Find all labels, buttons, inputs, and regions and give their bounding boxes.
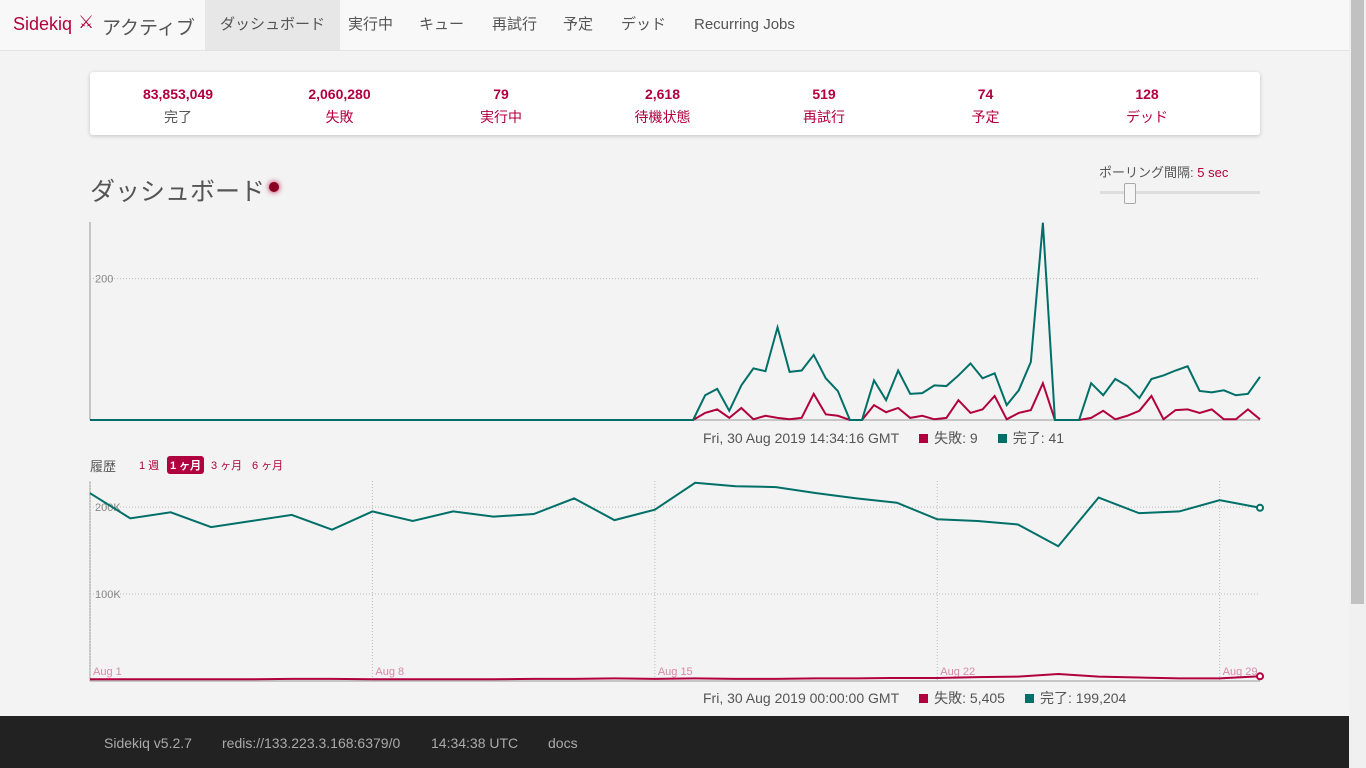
stat-label: 再試行 (803, 109, 845, 125)
x-tick-label: Aug 8 (375, 666, 404, 678)
hover-time: Fri, 30 Aug 2019 00:00:00 GMT (703, 690, 900, 706)
x-tick-label: Aug 1 (93, 666, 122, 678)
footer: Sidekiq v5.2.7 redis://133.223.3.168:6379… (0, 716, 1349, 768)
y-tick-label: 200 (95, 274, 113, 286)
stat-value: 2,060,280 (308, 86, 371, 102)
stat-value: 2,618 (644, 86, 681, 102)
legend-item: 完了: 199,204 (1039, 690, 1127, 706)
stat-value: 83,853,049 (142, 86, 214, 102)
y-tick-label: 100K (95, 589, 121, 601)
history-legend: Fri, 30 Aug 2019 00:00:00 GMT 失敗: 5,405 完了… (703, 688, 1126, 708)
x-tick-label: Aug 15 (658, 666, 693, 678)
legend-swatch (1024, 694, 1034, 703)
slider-knob[interactable] (1124, 183, 1136, 204)
hover-marker (1256, 672, 1264, 681)
stat[interactable]: 128 デッド (1067, 86, 1227, 127)
stat-label: デッド (1126, 109, 1168, 125)
range-button[interactable]: 1 週 (139, 460, 160, 472)
logo-icon: ⚔ (78, 12, 95, 32)
footer-item: Sidekiq v5.2.7 (104, 735, 192, 751)
series-line (89, 481, 1261, 548)
stat-value: 128 (1135, 86, 1159, 102)
x-tick-label: Aug 29 (1223, 666, 1258, 678)
series-line (90, 222, 1261, 421)
status: アクティブ (102, 18, 195, 39)
stat-value: 79 (493, 86, 509, 102)
brand[interactable]: Sidekiq (13, 14, 73, 34)
range-button[interactable]: 6 ヶ月 (252, 460, 284, 472)
series-line (90, 673, 1261, 681)
nav-item[interactable]: 実行中 (348, 16, 394, 33)
poll-value: 5 sec (1197, 165, 1229, 180)
charts: 200 100K 200K Aug 1 Aug 8 Aug 15 Aug 22 Aug 29 (89, 222, 1264, 682)
stat[interactable]: 2,060,280 失敗 (260, 86, 420, 127)
stat[interactable]: 79 実行中 (421, 86, 581, 127)
stat-label: 完了 (164, 109, 192, 125)
stat-label: 実行中 (480, 109, 522, 125)
legend-swatch (919, 694, 929, 703)
legend-swatch (919, 434, 929, 443)
range-button[interactable]: 3 ヶ月 (211, 460, 243, 472)
stat-label: 失敗 (325, 109, 354, 125)
stat[interactable]: 519 再試行 (744, 86, 904, 127)
stat[interactable]: 74 予定 (906, 86, 1066, 127)
footer-item[interactable]: docs (548, 735, 578, 751)
legend-item: 失敗: 9 (934, 430, 978, 446)
page-title: ダッシュボード (90, 178, 266, 206)
beacon (269, 182, 279, 192)
nav-item[interactable]: 予定 (563, 16, 594, 33)
y-tick-label: 200K (95, 502, 121, 514)
nav-item[interactable]: デッド (621, 16, 667, 33)
stat-value: 74 (977, 86, 994, 102)
poll-interval: ポーリング間隔: 5 sec (1099, 162, 1228, 181)
footer-item: 14:34:38 UTC (431, 735, 519, 751)
nav-item[interactable]: 再試行 (492, 16, 538, 33)
x-tick-label: Aug 22 (940, 666, 975, 678)
footer-item: redis://133.223.3.168:6379/0 (222, 735, 401, 751)
legend-swatch (997, 434, 1007, 443)
poll-slider[interactable] (1100, 191, 1260, 194)
navbar: Sidekiq ⚔ アクティブ ダッシュボード 実行中 キュー 再試行 予定 デッド Rec… (0, 0, 1349, 51)
stat-label: 予定 (971, 109, 1000, 125)
legend-item: 完了: 41 (1012, 430, 1065, 446)
history-label: 履歴 (90, 459, 117, 474)
scrollbar-thumb[interactable] (1351, 0, 1364, 604)
hover-marker (1256, 503, 1264, 512)
nav-item[interactable]: ダッシュボード (205, 0, 341, 50)
stat[interactable]: 83,853,049 完了 (98, 86, 258, 127)
stat-label: 待機状態 (634, 109, 691, 125)
nav-item[interactable]: Recurring Jobs (694, 16, 795, 33)
stat[interactable]: 2,618 待機状態 (583, 86, 743, 127)
stat-value: 519 (812, 86, 836, 102)
poll-label: ポーリング間隔: (1099, 165, 1194, 180)
stats-bar: 83,853,049 完了 2,060,280 失敗 79 実行中 2,618 待機状態 519… (90, 72, 1260, 135)
legend-item: 失敗: 5,405 (934, 690, 1005, 706)
range-button[interactable]: 1 ヶ月 (167, 456, 205, 474)
nav-item[interactable]: キュー (419, 16, 465, 33)
hover-time: Fri, 30 Aug 2019 14:34:16 GMT (703, 430, 900, 446)
realtime-legend: Fri, 30 Aug 2019 14:34:16 GMT 失敗: 9 完了: 41 (703, 428, 1064, 448)
